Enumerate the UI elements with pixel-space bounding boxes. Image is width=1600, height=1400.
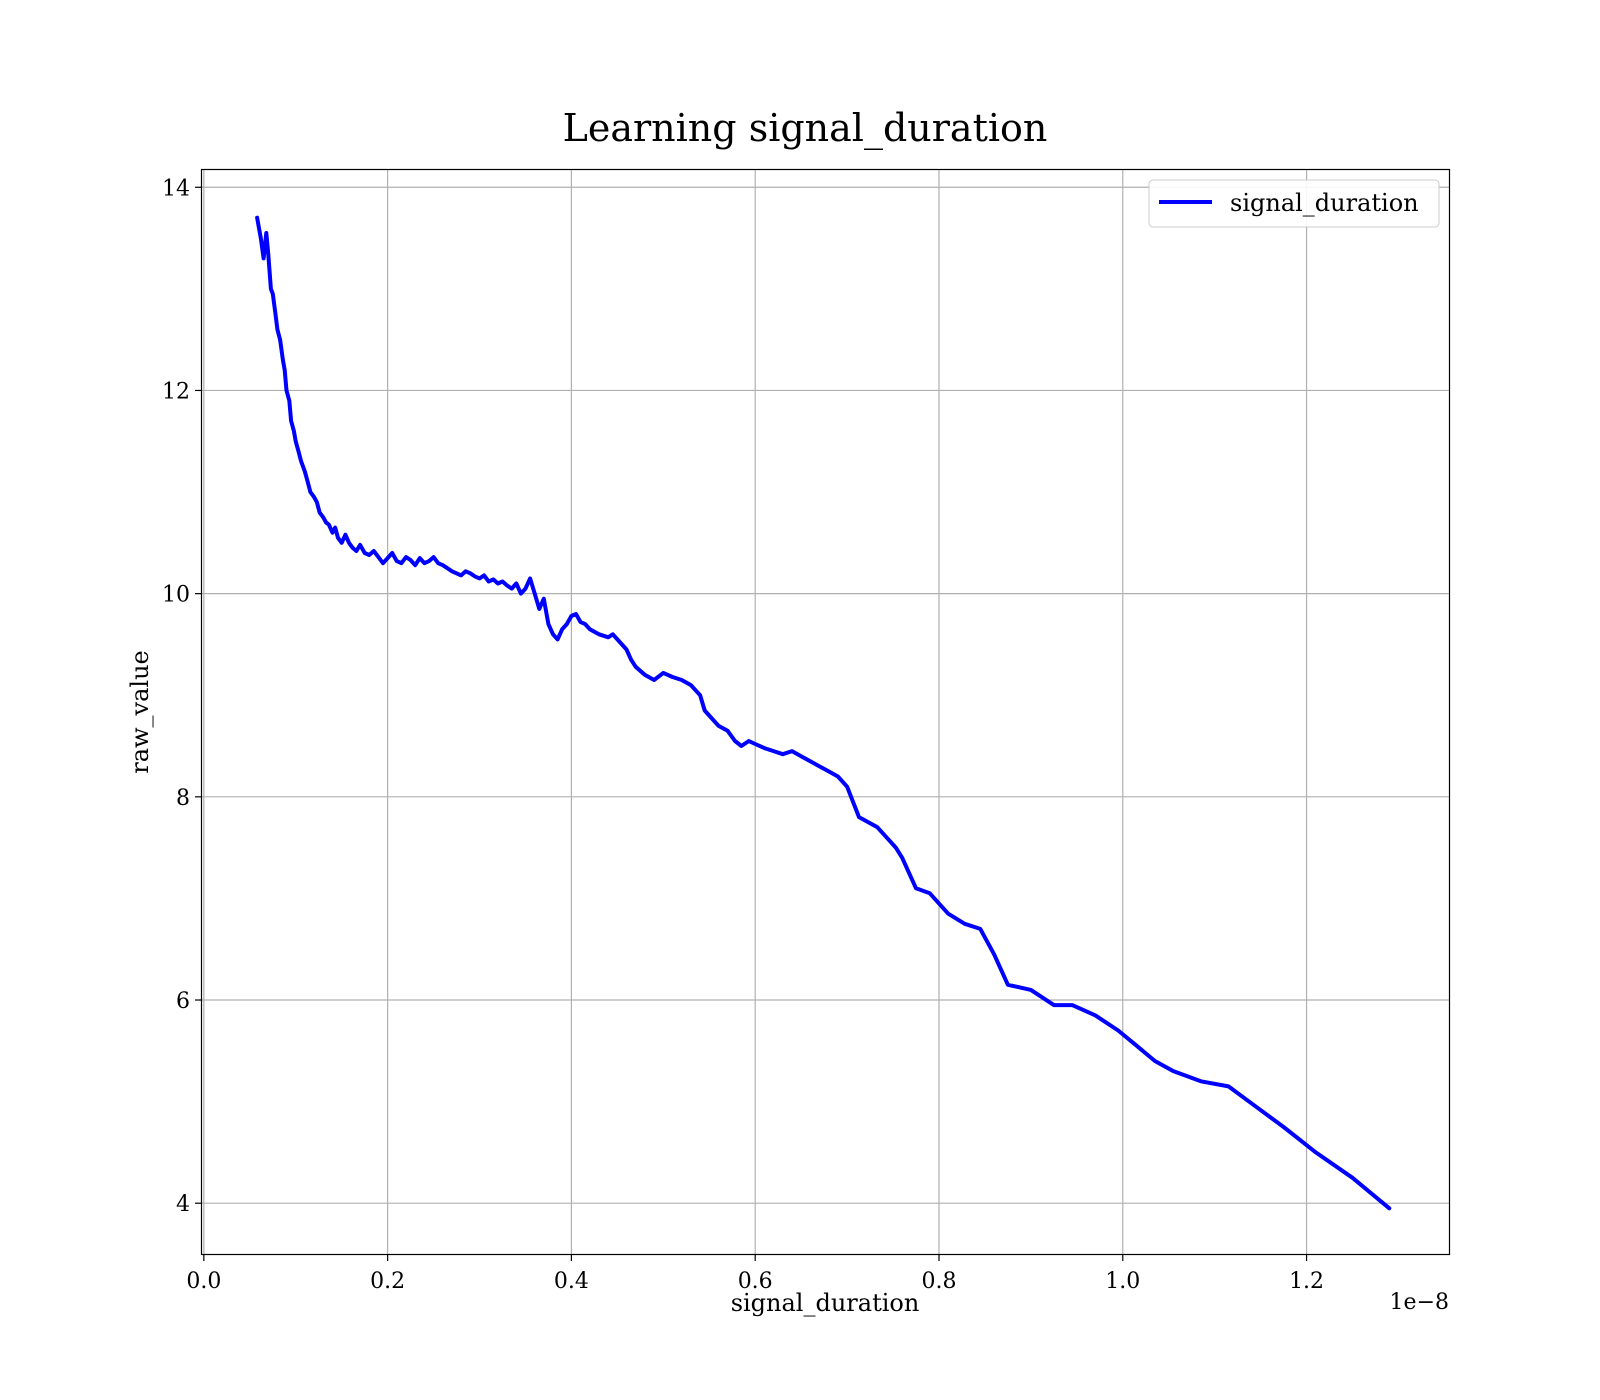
y-tick-label: 8 <box>176 786 190 811</box>
x-offset-label: 1e−8 <box>1390 1290 1449 1315</box>
axis-ticks: 0.0 0.2 0.4 0.6 0.8 1.0 1.2 4 6 8 10 12 14 <box>162 176 1324 1294</box>
y-tick-label: 4 <box>176 1192 190 1217</box>
x-tick-label: 0.0 <box>186 1269 221 1294</box>
chart-title: Learning signal_duration <box>563 106 1048 151</box>
grid-lines <box>202 170 1449 1254</box>
series-line-signal_duration <box>255 215 1392 1211</box>
x-tick-label: 0.8 <box>921 1269 956 1294</box>
x-tick-label: 0.2 <box>370 1269 405 1294</box>
plot-area-frame <box>200 168 1451 1256</box>
x-tick-label: 1.0 <box>1105 1269 1140 1294</box>
x-axis-label: signal_duration <box>731 1289 920 1317</box>
legend: signal_duration <box>1148 179 1440 228</box>
y-tick-label: 6 <box>176 989 190 1014</box>
legend-box <box>1148 179 1440 228</box>
y-axis-label: raw_value <box>126 650 154 774</box>
x-tick-label: 0.4 <box>554 1269 589 1294</box>
legend-label: signal_duration <box>1230 189 1419 217</box>
x-tick-label: 0.6 <box>738 1269 773 1294</box>
x-tick-label: 1.2 <box>1289 1269 1324 1294</box>
y-tick-label: 12 <box>162 379 190 404</box>
y-tick-label: 14 <box>162 176 190 201</box>
series-layer <box>255 215 1392 1211</box>
y-tick-label: 10 <box>162 583 190 608</box>
